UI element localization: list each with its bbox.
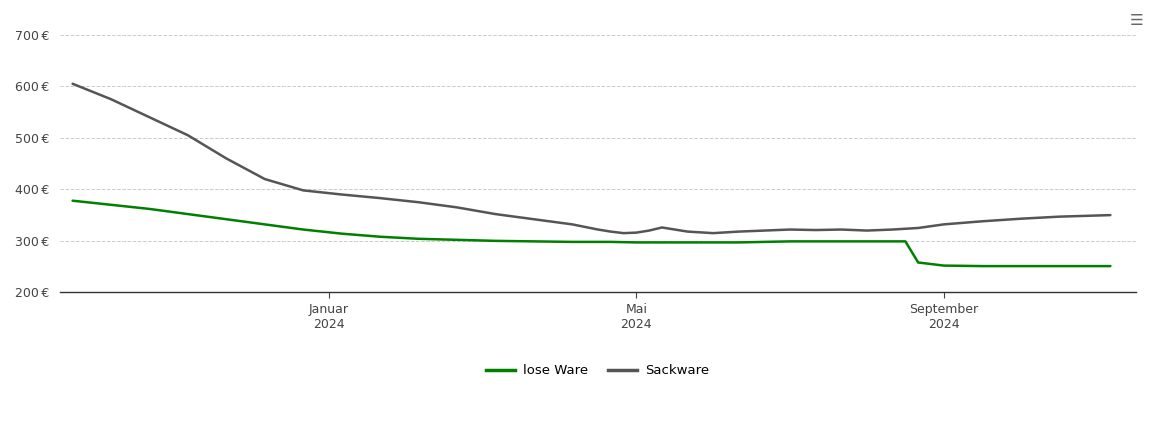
Legend: lose Ware, Sackware: lose Ware, Sackware — [481, 359, 715, 382]
Text: ☰: ☰ — [1129, 13, 1143, 28]
